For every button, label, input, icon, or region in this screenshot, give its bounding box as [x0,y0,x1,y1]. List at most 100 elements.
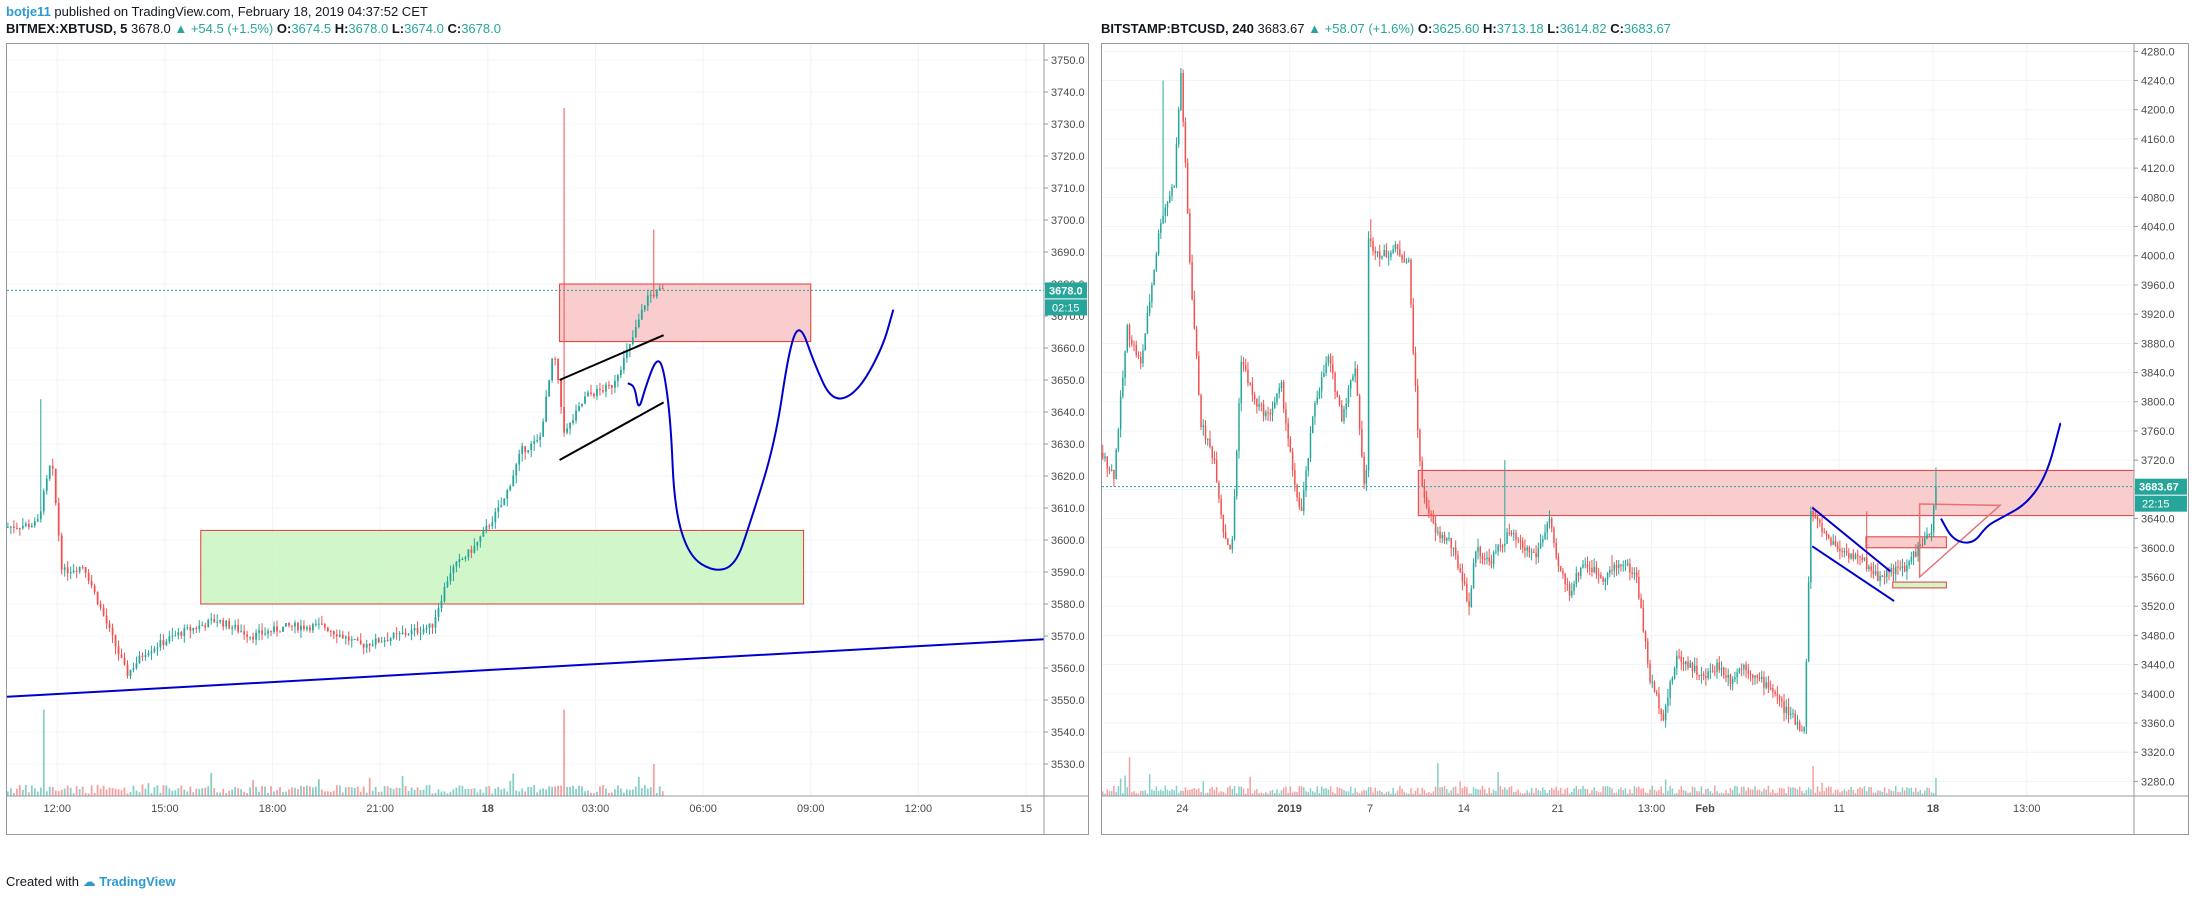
right-chart-svg[interactable]: 3280.0 3320.0 3360.0 3400.0 3440.0 3480.0 3520… [1102,44,2188,834]
created-with: Created with [6,874,79,889]
volume-bar [1734,785,1736,796]
demand-zone [1892,581,1947,589]
volume-bar [276,790,278,796]
candle-body [1834,541,1837,546]
x-tick-label: 12:00 [43,803,71,815]
candle-body [1253,394,1256,400]
volume-bar [452,789,455,796]
candle-body [530,443,533,451]
candle-body [1707,671,1709,679]
volume-bar [1209,788,1211,796]
y-tick-label: 3520.0 [2141,601,2175,613]
volume-bar [1296,791,1298,796]
candle-body [1611,570,1613,572]
volume-bar [1906,787,1908,796]
candle-body [153,648,156,652]
demand-zone [200,529,805,605]
volume-bar [1620,787,1622,796]
volume-bar [1387,791,1390,796]
candle-body [1352,376,1354,381]
volume-bar [1365,790,1368,796]
volume-bar [303,786,305,796]
candle-body [1271,408,1274,415]
left-change: ▲ +54.5 (+1.5%) [174,21,274,36]
volume-bar [96,784,99,796]
volume-bar [539,789,542,796]
volume-bar [1722,793,1725,796]
y-tick-label: 3600.0 [1051,535,1085,547]
candle-body [407,634,410,636]
volume-bar [1231,788,1234,796]
volume-bar [1421,787,1423,796]
candle-body [587,392,589,397]
y-tick-label: 3920.0 [2141,309,2175,321]
x-tick-label: 11 [1833,803,1844,815]
volume-bar [90,785,93,796]
volume-bar [1180,790,1182,796]
volume-bar [294,787,296,796]
right-last: 3683.67 [1257,21,1305,36]
candle-body [87,572,90,581]
candle-body [488,525,491,527]
candle-body [1459,568,1461,572]
candle-body [39,511,42,520]
volume-bar [1104,793,1106,796]
time-badge-bg [1045,299,1087,316]
candle-body [643,305,646,310]
volume-bar [1258,793,1260,796]
volume-bar [1886,793,1888,796]
volume-bar [1354,788,1356,796]
candle-body [631,337,634,344]
candle-body [491,522,494,527]
candle-body [1774,691,1776,694]
candle-body [1787,706,1790,715]
volume-bar [515,790,518,796]
candle-body [575,410,577,421]
volume-bar [1539,791,1542,796]
candle-body [1881,575,1884,577]
left-chart-panel[interactable]: 3530.0 3540.0 3550.0 3560.0 3570.0 3580.0 3590… [6,43,1089,835]
volume-bar [440,791,443,796]
left-chart-svg[interactable]: 3530.0 3540.0 3550.0 3560.0 3570.0 3580.0 3590… [6,44,1088,834]
candle-body [1336,391,1339,398]
volume-bar [33,788,36,796]
candle-body [1691,662,1694,672]
volume-bar [1479,789,1482,796]
volume-bar [524,791,527,796]
volume-bar [599,786,601,796]
supply-zone [1865,536,1947,549]
volume-bar [1857,788,1859,796]
candle-body [1394,244,1397,250]
candle-body [619,369,622,376]
volume-bar [1211,786,1213,796]
candle-body [341,634,344,639]
volume-bar [1463,786,1466,796]
candle-body [1781,698,1783,702]
right-chart-panel[interactable]: 3280.0 3320.0 3360.0 3400.0 3440.0 3480.0 3520… [1101,43,2189,835]
volume-bar [84,792,87,796]
candle-body [1685,661,1687,665]
volume-bar [1707,788,1709,796]
candle-body [527,450,530,453]
candle-body [1606,572,1609,580]
candle-body [1890,568,1893,573]
volume-bar [470,789,473,796]
candle-body [356,638,359,641]
volume-bar [1343,790,1345,796]
volume-bar [1881,791,1884,796]
volume-bar [1173,790,1175,796]
volume-bar [1542,787,1544,796]
candle-body [1171,187,1173,197]
volume-bar [1841,791,1843,796]
y-tick-label: 3610.0 [1051,503,1085,515]
left-symbol-legend: BITMEX:XBTUSD, 5 3678.0 ▲ +54.5 (+1.5%) … [6,21,501,36]
volume-bar [1349,786,1352,796]
candle-body [1432,514,1435,524]
volume-bar [1801,790,1803,796]
volume-bar [141,784,144,796]
candle-body [96,591,99,604]
volume-bar [1774,793,1776,796]
volume-bar [1823,791,1826,796]
footer-brand[interactable]: TradingView [99,874,176,889]
author-name[interactable]: botje11 [6,4,51,19]
